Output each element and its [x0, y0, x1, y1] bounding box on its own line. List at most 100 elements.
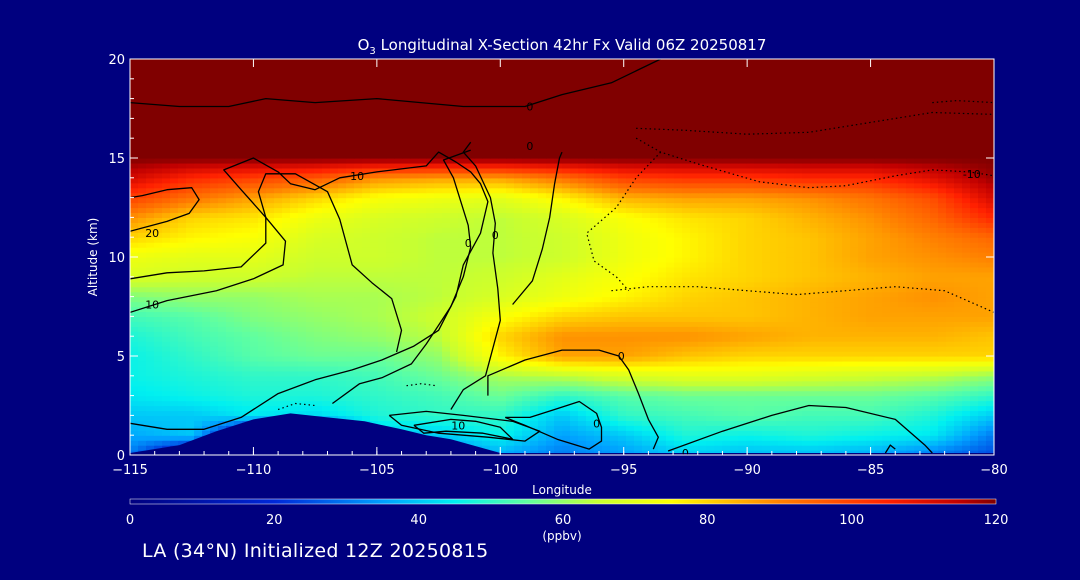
heatmap-cell	[626, 321, 635, 327]
heatmap-cell	[314, 326, 323, 332]
heatmap-cell	[162, 435, 171, 441]
heatmap-cell	[154, 237, 163, 243]
heatmap-cell	[186, 276, 195, 283]
heatmap-cell	[226, 365, 235, 372]
heatmap-cell	[458, 232, 467, 238]
heatmap-cell	[866, 365, 875, 372]
heatmap-cell	[898, 247, 907, 253]
heatmap-cell	[138, 271, 147, 278]
heatmap-cell	[194, 341, 203, 347]
heatmap-cell	[578, 420, 587, 426]
heatmap-cell	[450, 281, 459, 288]
heatmap-cell	[978, 395, 987, 402]
heatmap-cell	[442, 261, 451, 268]
heatmap-cell	[986, 227, 994, 233]
heatmap-cell	[650, 395, 659, 402]
heatmap-cell	[394, 227, 403, 233]
heatmap-cell	[666, 430, 675, 436]
heatmap-cell	[770, 291, 779, 298]
heatmap-cell	[426, 291, 435, 298]
heatmap-cell	[346, 356, 355, 362]
heatmap-cell	[538, 420, 547, 426]
heatmap-cell	[674, 341, 683, 347]
heatmap-cell	[330, 247, 339, 253]
heatmap-cell	[498, 276, 507, 283]
heatmap-cell	[346, 326, 355, 332]
heatmap-cell	[970, 291, 979, 298]
heatmap-cell	[482, 351, 491, 357]
heatmap-cell	[778, 242, 787, 248]
heatmap-cell	[418, 252, 427, 258]
heatmap-cell	[962, 390, 971, 397]
heatmap-cell	[282, 351, 291, 357]
heatmap-cell	[826, 435, 835, 441]
heatmap-cell	[818, 301, 827, 308]
heatmap-cell	[682, 351, 691, 357]
heatmap-cell	[786, 331, 795, 337]
heatmap-cell	[562, 336, 571, 342]
heatmap-cell	[858, 306, 867, 313]
heatmap-cell	[154, 281, 163, 288]
heatmap-cell	[890, 410, 899, 416]
heatmap-cell	[186, 365, 195, 372]
heatmap-cell	[170, 276, 179, 283]
heatmap-cell	[866, 380, 875, 387]
heatmap-cell	[626, 296, 635, 303]
heatmap-cell	[642, 227, 651, 233]
heatmap-cell	[578, 301, 587, 308]
heatmap-cell	[274, 410, 283, 416]
heatmap-cell	[346, 316, 355, 322]
heatmap-cell	[930, 242, 939, 248]
heatmap-cell	[282, 405, 291, 412]
heatmap-cell	[690, 445, 699, 451]
heatmap-cell	[674, 365, 683, 372]
heatmap-cell	[658, 331, 667, 337]
heatmap-cell	[962, 326, 971, 332]
heatmap-cell	[698, 227, 707, 233]
heatmap-cell	[858, 311, 867, 317]
heatmap-cell	[538, 296, 547, 303]
heatmap-cell	[226, 227, 235, 233]
heatmap-cell	[362, 296, 371, 303]
heatmap-cell	[282, 261, 291, 268]
heatmap-cell	[754, 257, 763, 263]
heatmap-cell	[498, 440, 507, 446]
heatmap-cell	[570, 316, 579, 322]
heatmap-cell	[890, 247, 899, 253]
heatmap-cell	[698, 321, 707, 327]
heatmap-cell	[626, 257, 635, 263]
heatmap-cell	[698, 365, 707, 372]
heatmap-cell	[450, 346, 459, 352]
heatmap-cell	[762, 440, 771, 446]
heatmap-cell	[274, 222, 283, 228]
heatmap-cell	[266, 405, 275, 412]
heatmap-cell	[322, 296, 331, 303]
heatmap-cell	[762, 232, 771, 238]
heatmap-cell	[786, 336, 795, 342]
heatmap-cell	[290, 356, 299, 362]
heatmap-cell	[602, 227, 611, 233]
heatmap-cell	[898, 430, 907, 436]
heatmap-cell	[506, 271, 515, 278]
heatmap-cell	[930, 415, 939, 421]
heatmap-cell	[194, 370, 203, 377]
heatmap-cell	[450, 326, 459, 332]
heatmap-cell	[378, 306, 387, 313]
heatmap-cell	[874, 395, 883, 402]
heatmap-cell	[714, 336, 723, 342]
heatmap-cell	[426, 242, 435, 248]
heatmap-cell	[298, 370, 307, 377]
heatmap-cell	[842, 242, 851, 248]
heatmap-cell	[722, 375, 731, 382]
heatmap-cell	[170, 390, 179, 397]
heatmap-cell	[450, 276, 459, 283]
heatmap-cell	[874, 410, 883, 416]
heatmap-cell	[634, 425, 643, 431]
heatmap-cell	[306, 385, 315, 392]
heatmap-cell	[706, 435, 715, 441]
heatmap-cell	[666, 326, 675, 332]
heatmap-cell	[874, 316, 883, 322]
heatmap-cell	[282, 276, 291, 283]
heatmap-cell	[834, 420, 843, 426]
heatmap-cell	[714, 301, 723, 308]
